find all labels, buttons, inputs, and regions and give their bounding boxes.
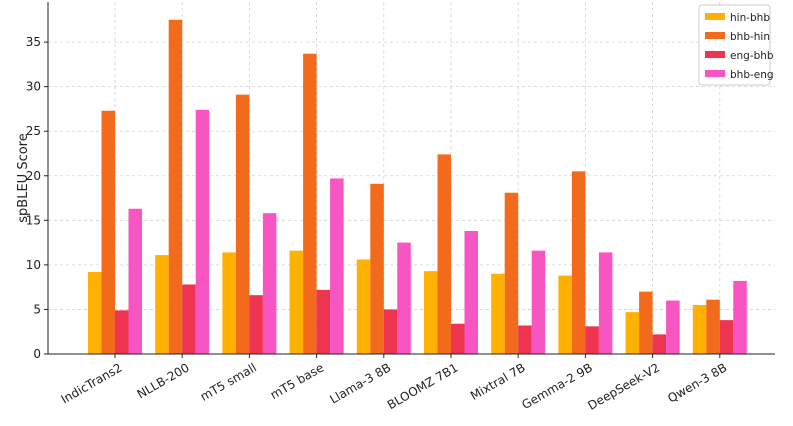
legend-swatch (705, 51, 725, 58)
legend: hin-bhb bhb-hin eng-bhb bhb-eng (698, 4, 774, 86)
bar-bhb-eng-mt5-base (330, 178, 344, 354)
y-tick-label: 0 (33, 347, 41, 361)
y-tick-label: 25 (26, 124, 41, 138)
bar-eng-bhb-mt5-small (249, 295, 263, 354)
bar-bhb-eng-qwen-3-8b (733, 280, 747, 354)
bar-bhb-hin-qwen-3-8b (706, 299, 720, 354)
bar-hin-bhb-deepseek-v2 (625, 312, 640, 354)
legend-swatch (705, 32, 725, 39)
bar-bhb-hin-gemma-2-9b (571, 171, 586, 354)
y-tick-label: 5 (33, 302, 41, 316)
x-tick-label: Gemma-2 9B (519, 360, 594, 412)
bar-bhb-eng-nllb-200 (195, 109, 210, 354)
legend-label: eng-bhb (730, 50, 774, 62)
bar-hin-bhb-indictrans2 (88, 272, 102, 354)
bar-eng-bhb-gemma-2-9b (585, 326, 599, 354)
x-tick-label: mT5 base (268, 360, 326, 402)
legend-label: bhb-hin (730, 31, 770, 43)
bar-bhb-hin-mixtral-7b (504, 192, 519, 354)
x-ticks: IndicTrans2 NLLB-200 mT5 small mT5 base Llam… (59, 354, 729, 413)
bar-eng-bhb-deepseek-v2 (652, 334, 667, 354)
bar-eng-bhb-indictrans2 (115, 310, 129, 354)
x-tick-label: NLLB-200 (135, 360, 192, 401)
bar-hin-bhb-llama-3-8b (356, 259, 371, 354)
bar-eng-bhb-mixtral-7b (518, 325, 532, 354)
legend-swatch (705, 13, 725, 20)
x-tick-label: BLOOMZ 7B1 (385, 360, 461, 412)
x-tick-label: Qwen-3 8B (665, 360, 729, 405)
bar-hin-bhb-mt5-base (289, 250, 304, 354)
bar-bhb-hin-deepseek-v2 (639, 291, 653, 354)
y-tick-label: 15 (26, 213, 41, 227)
x-tick-label: DeepSeek-V2 (585, 360, 662, 412)
y-tick-label: 10 (26, 258, 41, 272)
bar-eng-bhb-nllb-200 (182, 284, 196, 354)
x-tick-label: mT5 small (198, 360, 259, 403)
y-ticks: 0 5 10 15 20 25 30 35 (26, 35, 48, 361)
bar-bhb-eng-indictrans2 (128, 208, 142, 354)
bar-hin-bhb-qwen-3-8b (692, 304, 707, 354)
bar-eng-bhb-llama-3-8b (383, 309, 398, 354)
bar-bhb-hin-nllb-200 (168, 19, 183, 354)
bar-hin-bhb-mt5-small (222, 252, 236, 354)
legend-box (698, 4, 771, 86)
bar-bhb-hin-mt5-small (235, 94, 250, 355)
x-tick-label: Llama-3 8B (327, 360, 393, 406)
bar-bhb-eng-mt5-small (262, 213, 277, 354)
x-tick-label: Mixtral 7B (468, 360, 528, 403)
bar-hin-bhb-mixtral-7b (491, 273, 505, 354)
x-tick-label: IndicTrans2 (59, 360, 125, 406)
legend-label: hin-bhb (730, 12, 770, 24)
bars (88, 19, 747, 355)
bar-bhb-eng-deepseek-v2 (666, 300, 680, 354)
bar-eng-bhb-qwen-3-8b (719, 320, 734, 354)
legend-swatch (705, 70, 725, 77)
bar-hin-bhb-gemma-2-9b (558, 275, 572, 354)
bar-eng-bhb-bloomz-7b1 (451, 323, 465, 354)
bar-bhb-hin-indictrans2 (101, 110, 115, 354)
bar-hin-bhb-nllb-200 (155, 255, 169, 354)
bar-bhb-hin-bloomz-7b1 (437, 154, 451, 354)
axes (47, 2, 775, 355)
y-tick-label: 30 (26, 80, 41, 94)
legend-label: bhb-eng (730, 69, 774, 81)
bar-bhb-eng-mixtral-7b (531, 250, 546, 354)
bar-bhb-eng-llama-3-8b (397, 242, 411, 354)
bar-eng-bhb-mt5-base (316, 289, 331, 354)
bar-bhb-hin-mt5-base (303, 53, 317, 355)
y-axis-title: spBLEU Score (16, 133, 31, 222)
bar-bhb-eng-bloomz-7b1 (464, 231, 478, 354)
y-tick-label: 20 (26, 169, 41, 183)
bar-bhb-eng-gemma-2-9b (598, 252, 613, 354)
bar-hin-bhb-bloomz-7b1 (424, 271, 438, 354)
bar-bhb-hin-llama-3-8b (370, 183, 384, 354)
y-tick-label: 35 (26, 35, 41, 49)
